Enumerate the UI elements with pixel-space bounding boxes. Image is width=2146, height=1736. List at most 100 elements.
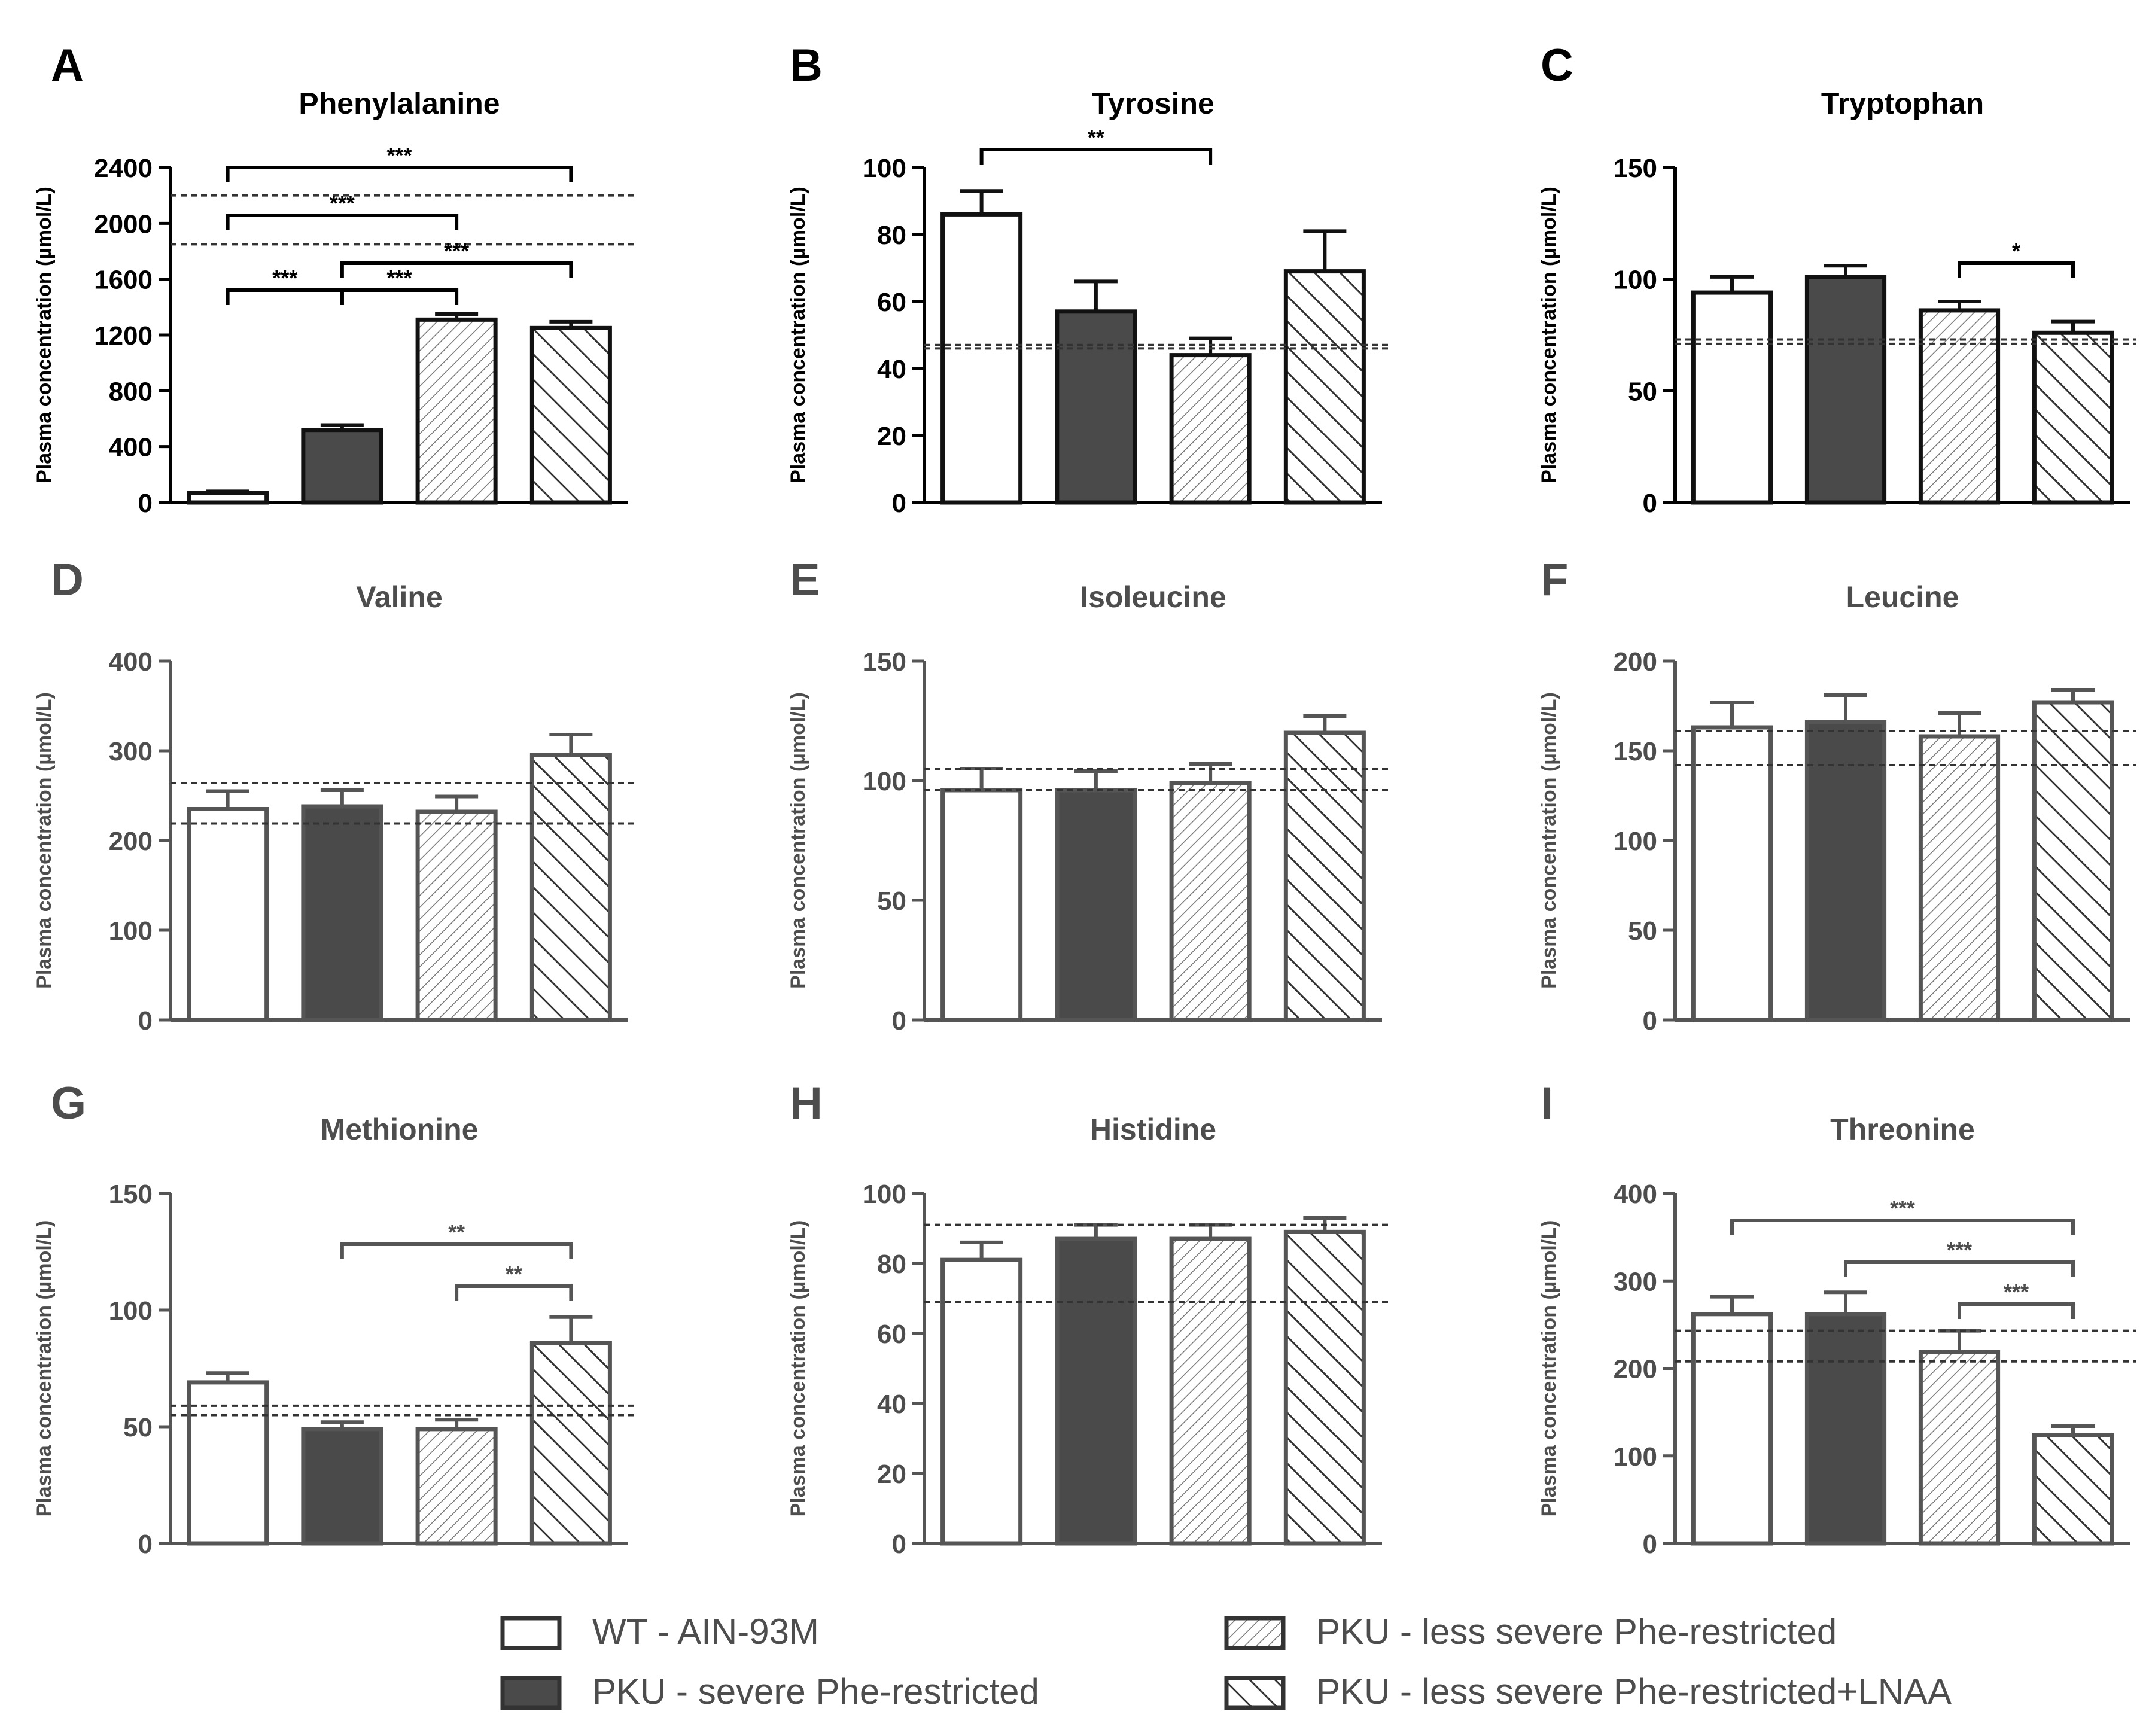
bar-4: [1283, 1229, 1366, 1546]
bar-2: [1055, 309, 1137, 505]
y-tick-label: 100: [1614, 1442, 1657, 1472]
y-tick-label: 1200: [94, 321, 153, 351]
bar-4: [2032, 1433, 2114, 1546]
bar-2: [1055, 1236, 1137, 1546]
y-axis-label: Plasma concentration (µmol/L): [33, 1220, 56, 1517]
y-tick-label: 200: [1614, 1355, 1657, 1384]
bar-4: [1283, 730, 1366, 1022]
y-axis-label: Plasma concentration (µmol/L): [787, 187, 809, 483]
bar-4: [2032, 330, 2114, 505]
significance-bracket: [1844, 1260, 2075, 1277]
y-tick-label: 100: [863, 1180, 906, 1209]
y-tick-label: 20: [877, 422, 906, 451]
significance-label: **: [1088, 125, 1104, 150]
chart-title: Phenylalanine: [299, 87, 500, 120]
chart-title: Leucine: [1846, 580, 1959, 614]
y-tick-label: 50: [123, 1413, 153, 1442]
y-tick-label: 150: [1614, 154, 1657, 183]
significance-label: ***: [272, 266, 297, 290]
panel-letter: H: [790, 1078, 823, 1129]
y-tick-label: 0: [1643, 1530, 1657, 1559]
y-tick-label: 20: [877, 1460, 906, 1489]
bar-1: [1691, 1312, 1773, 1546]
y-axis-label: Plasma concentration (µmol/L): [33, 692, 56, 989]
panel-h: H Histidine Plasma concentration (µmol/L) 0…: [787, 1078, 1388, 1559]
legend-label: WT - AIN-93M: [592, 1612, 819, 1652]
panel-letter: E: [790, 555, 820, 605]
bar-3: [415, 809, 498, 1022]
bar-3: [1169, 1236, 1252, 1546]
panel-b: B Tyrosine Plasma concentration (µmol/L) 0 2…: [787, 40, 1388, 518]
bar-3: [1918, 1350, 2001, 1546]
y-tick-label: 0: [1643, 489, 1657, 518]
bar-4: [2032, 700, 2114, 1022]
panel-c: C Tryptophan Plasma concentration (µmol/L)…: [1538, 40, 2136, 518]
y-tick-label: 100: [1614, 827, 1657, 856]
chart-title: Tryptophan: [1821, 87, 1984, 120]
panel-letter: A: [51, 40, 84, 91]
significance-label: ***: [1890, 1196, 1915, 1220]
bar-4: [529, 325, 612, 505]
chart-title: Methionine: [321, 1113, 479, 1146]
significance-label: ***: [386, 143, 412, 167]
y-tick-label: 80: [877, 1250, 906, 1279]
bar-2: [301, 1427, 383, 1546]
y-tick-label: 100: [109, 916, 153, 946]
chart-title: Tyrosine: [1092, 87, 1214, 120]
y-axis-label: Plasma concentration (µmol/L): [1538, 692, 1560, 989]
significance-label: **: [448, 1220, 465, 1244]
y-tick-label: 50: [877, 887, 906, 916]
y-tick-label: 150: [1614, 737, 1657, 766]
y-tick-label: 0: [1643, 1006, 1657, 1035]
bar-2: [1804, 275, 1887, 505]
y-tick-label: 300: [1614, 1267, 1657, 1296]
bar-3: [415, 1427, 498, 1546]
legend-label: PKU - less severe Phe-restricted+LNAA: [1316, 1671, 1952, 1711]
significance-bracket: [340, 1242, 573, 1259]
bar-1: [1691, 290, 1773, 505]
y-tick-label: 0: [138, 1530, 153, 1559]
y-tick-label: 100: [863, 154, 906, 183]
significance-bracket: [455, 1284, 573, 1301]
bar-2: [1804, 1312, 1887, 1546]
bar-3: [1169, 353, 1252, 505]
y-tick-label: 50: [1628, 377, 1657, 406]
significance-label: ***: [330, 191, 355, 215]
legend-label: PKU - severe Phe-restricted: [592, 1671, 1039, 1711]
y-tick-label: 50: [1628, 916, 1657, 946]
bar-1: [940, 788, 1023, 1022]
bar-4: [529, 753, 612, 1022]
chart-title: Valine: [356, 580, 443, 614]
legend-swatch-1: [500, 1616, 562, 1650]
significance-bracket: [1958, 1302, 2075, 1319]
significance-bracket: [226, 166, 573, 182]
y-tick-label: 40: [877, 1390, 906, 1419]
y-tick-label: 1600: [94, 266, 153, 295]
bar-1: [940, 212, 1023, 505]
y-axis-label: Plasma concentration (µmol/L): [33, 187, 56, 483]
significance-bracket: [226, 214, 459, 230]
bar-2: [301, 804, 383, 1022]
significance-bracket: [1958, 261, 2075, 278]
y-tick-label: 200: [109, 827, 153, 856]
panel-g: G Methionine Plasma concentration (µmol/L)…: [33, 1078, 634, 1559]
legend-swatch-2: [500, 1676, 562, 1710]
bar-3: [1918, 734, 2001, 1022]
y-tick-label: 0: [138, 1006, 153, 1035]
legend-label: PKU - less severe Phe-restricted: [1316, 1612, 1837, 1652]
chart-title: Threonine: [1830, 1113, 1975, 1146]
y-tick-label: 300: [109, 737, 153, 766]
bar-2: [301, 428, 383, 505]
y-tick-label: 200: [1614, 647, 1657, 677]
y-tick-label: 400: [109, 433, 153, 462]
y-tick-label: 60: [877, 1320, 906, 1349]
y-axis-label: Plasma concentration (µmol/L): [1538, 187, 1560, 483]
chart-title: Histidine: [1090, 1113, 1216, 1146]
panel-f: F Leucine Plasma concentration (µmol/L) 0 50…: [1538, 555, 2136, 1035]
significance-label: ***: [1947, 1238, 1972, 1262]
y-axis-label: Plasma concentration (µmol/L): [787, 692, 809, 989]
bar-4: [529, 1341, 612, 1546]
significance-label: ***: [2004, 1280, 2029, 1304]
chart-title: Isoleucine: [1080, 580, 1226, 614]
